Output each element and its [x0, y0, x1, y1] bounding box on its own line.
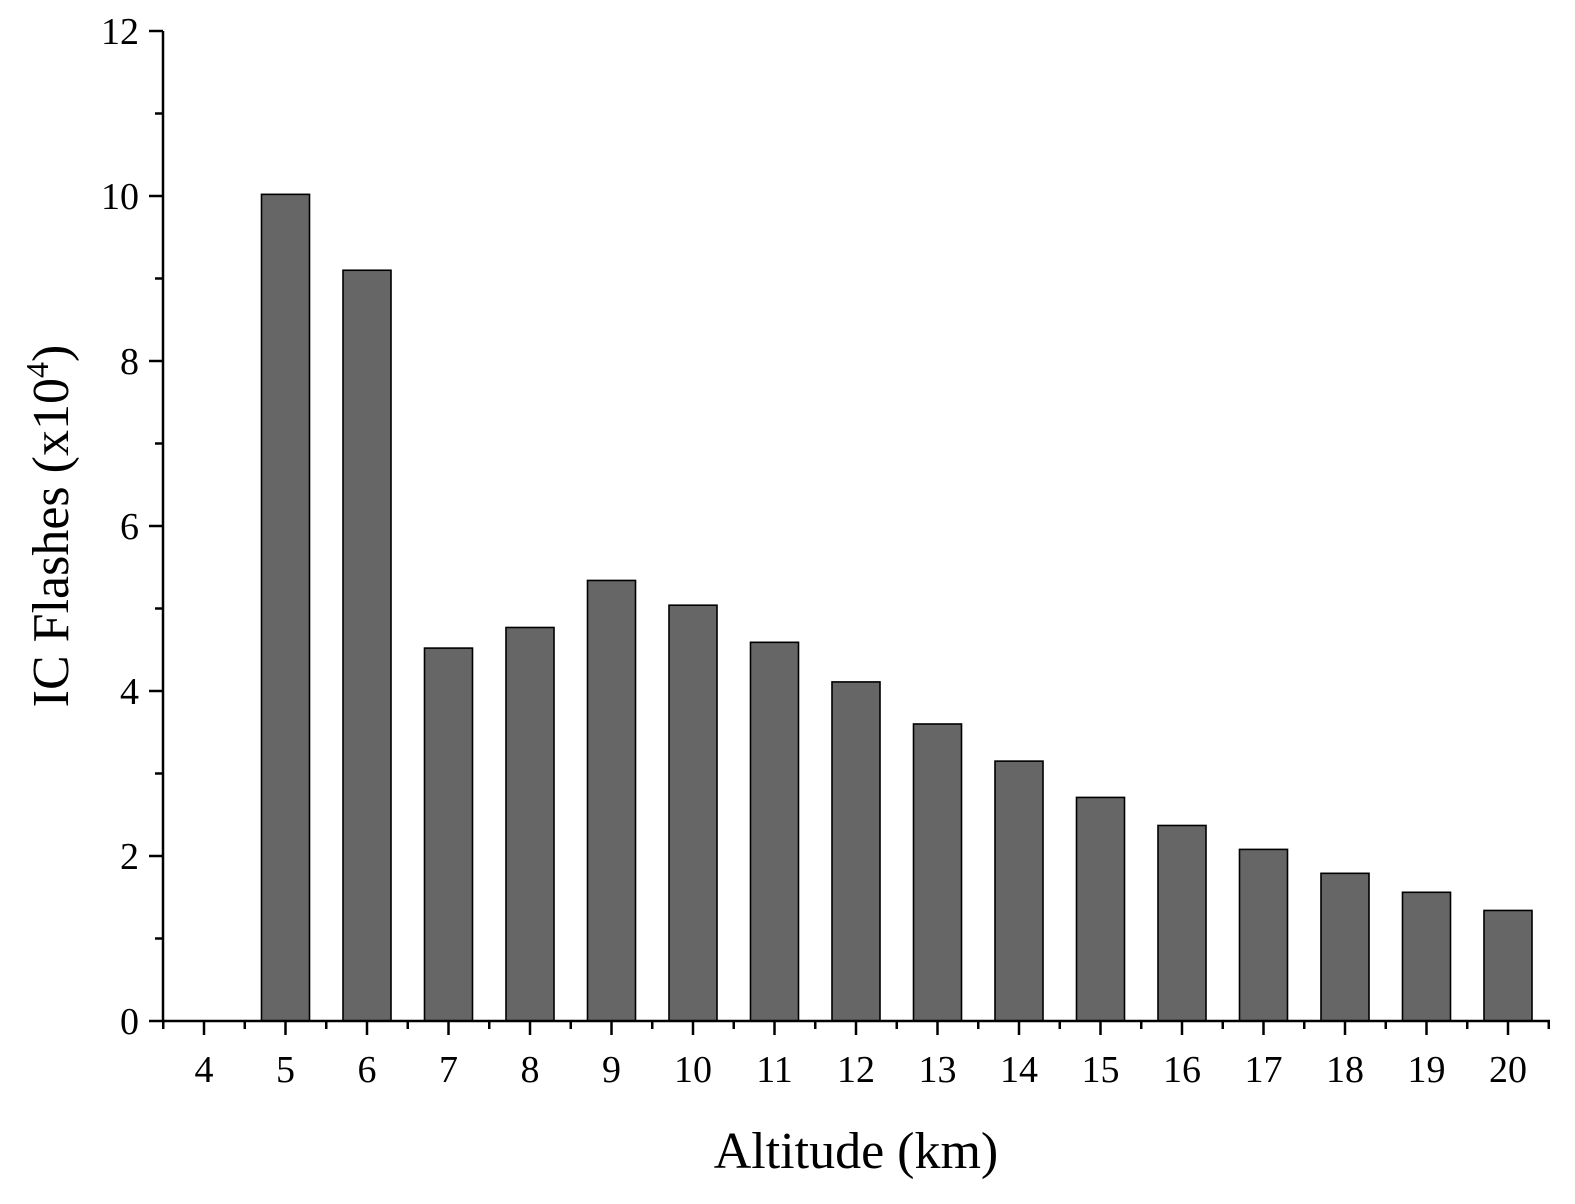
- y-tick-label: 0: [120, 1001, 139, 1043]
- y-tick-label: 4: [120, 671, 139, 713]
- x-tick-label: 11: [756, 1049, 793, 1091]
- bars-group: [260, 193, 1533, 1022]
- x-tick-label: 15: [1082, 1049, 1120, 1091]
- x-tick-label: 18: [1326, 1049, 1364, 1091]
- y-tick-label: 6: [120, 506, 139, 548]
- bar-12: [831, 681, 881, 1022]
- x-tick-label: 6: [358, 1049, 377, 1091]
- x-tick-label: 16: [1163, 1049, 1201, 1091]
- y-axis-title: IC Flashes (x104): [19, 345, 80, 708]
- bar-19: [1401, 891, 1452, 1022]
- y-axis-title-close: ): [23, 345, 80, 362]
- x-tick-label: 13: [919, 1049, 957, 1091]
- x-axis-title: Altitude (km): [714, 1123, 999, 1180]
- y-axis-title-main: IC Flashes (x10: [23, 378, 80, 707]
- x-tick-label: 4: [195, 1049, 214, 1091]
- x-tick-label: 5: [276, 1049, 295, 1091]
- x-tick-label: 7: [439, 1049, 458, 1091]
- y-axis-title-superscript: 4: [19, 362, 55, 378]
- bar-6: [342, 269, 392, 1022]
- x-tick-label: 17: [1245, 1049, 1283, 1091]
- x-tick-label: 10: [674, 1049, 712, 1091]
- bar-14: [994, 760, 1044, 1022]
- bar-15: [1075, 796, 1126, 1022]
- y-ticks-group: 0 2 4 6 8 10 12: [101, 11, 163, 1043]
- bar-16: [1157, 824, 1207, 1022]
- bar-11: [749, 641, 800, 1022]
- x-tick-label: 20: [1489, 1049, 1527, 1091]
- bar-17: [1238, 848, 1289, 1022]
- bar-8: [505, 626, 555, 1022]
- x-ticks-group: 4 5 6 7 8 9 10 11 12 13 14 15 16 17 18 19 20: [162, 1021, 1550, 1091]
- bar-13: [912, 723, 963, 1022]
- y-tick-label: 12: [101, 11, 139, 53]
- y-tick-label: 8: [120, 341, 139, 383]
- bar-9: [586, 579, 637, 1022]
- bar-10: [668, 604, 718, 1022]
- bar-18: [1320, 872, 1370, 1022]
- x-tick-label: 12: [837, 1049, 875, 1091]
- bar-5: [260, 193, 311, 1022]
- bar-7: [423, 647, 474, 1022]
- x-tick-label: 8: [521, 1049, 540, 1091]
- x-tick-label: 9: [602, 1049, 621, 1091]
- y-tick-label: 2: [120, 836, 139, 878]
- x-tick-label: 19: [1408, 1049, 1446, 1091]
- x-tick-label: 14: [1000, 1049, 1038, 1091]
- y-tick-label: 10: [101, 176, 139, 218]
- bar-20: [1483, 909, 1533, 1022]
